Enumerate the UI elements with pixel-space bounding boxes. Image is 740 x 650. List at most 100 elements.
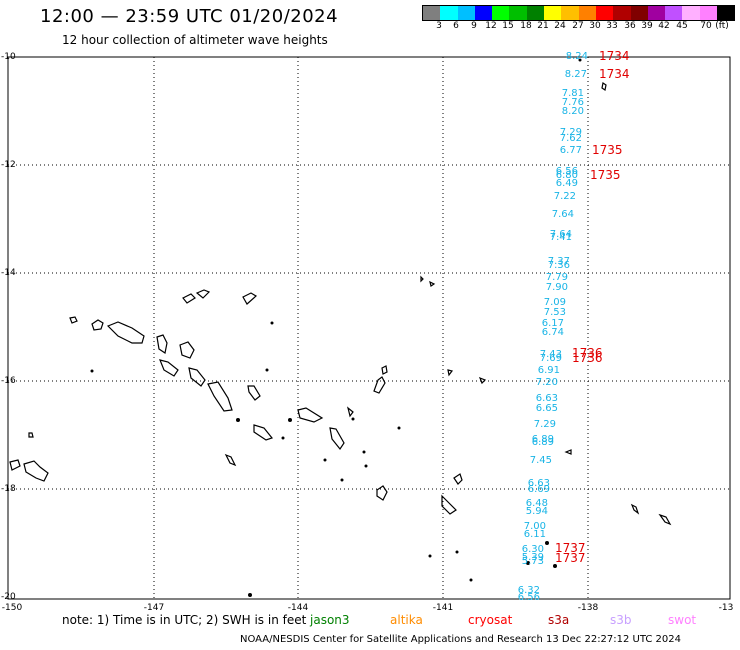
track-time-label: 1737: [555, 551, 586, 565]
longitude-tick-label: -150: [1, 603, 23, 613]
longitude-tick-label: -138: [577, 603, 599, 613]
note-text: note: 1) Time is in UTC; 2) SWH is in fe…: [62, 613, 307, 627]
satellite-legend-item: cryosat: [468, 613, 513, 627]
page-title: 12:00 — 23:59 UTC 01/20/2024: [40, 6, 339, 27]
wave-height-label: 7.81: [561, 88, 584, 99]
wave-height-label: 6.74: [541, 327, 564, 338]
track-time-label: 1734: [599, 49, 630, 63]
wave-height-label: 7.53: [543, 307, 566, 318]
wave-height-label: 8.24: [565, 51, 588, 62]
wave-height-label: 7.45: [529, 455, 552, 466]
color-scale-label: 24: [554, 21, 566, 31]
color-scale-label: 30: [589, 21, 601, 31]
color-scale-label: 39: [641, 21, 653, 31]
latitude-tick-label: -12: [1, 160, 16, 170]
wave-height-label: 7.76: [561, 97, 584, 108]
wave-height-label: 7.90: [545, 282, 568, 293]
credit-line: NOAA/NESDIS Center for Satellite Applica…: [240, 634, 682, 645]
color-swatch: [440, 6, 458, 20]
color-swatch: [509, 6, 527, 20]
color-scale-label: 45: [676, 21, 688, 31]
longitude-tick-label: -147: [143, 603, 165, 613]
wave-height-label: 6.49: [555, 178, 578, 189]
wave-height-label: 7.69: [539, 353, 562, 364]
color-scale-label: 18: [520, 21, 532, 31]
color-swatch: [474, 6, 493, 20]
color-scale-label: 15: [502, 21, 514, 31]
longitude-tick-label: -13: [718, 603, 734, 613]
satellite-legend-item: swot: [668, 613, 697, 627]
color-swatch: [578, 6, 596, 20]
longitude-tick-label: -144: [287, 603, 309, 613]
satellite-legend-item: s3a: [548, 613, 570, 627]
color-scale-label: 70: [700, 21, 712, 31]
map-frame: [7, 56, 731, 600]
color-swatch: [717, 6, 735, 20]
wave-height-label: 6.56: [517, 592, 540, 603]
wave-height-label: 7.29: [559, 127, 582, 138]
color-scale-label: 12: [485, 21, 497, 31]
wave-height-label: 7.62: [559, 133, 582, 144]
island-outlines: [9, 82, 672, 526]
satellite-legend-item: altika: [390, 613, 423, 627]
color-swatch: [423, 6, 441, 20]
small-islets: [90, 58, 582, 597]
color-scale-label: 6: [453, 21, 459, 31]
wave-height-label: 6.89: [531, 434, 554, 445]
wave-height-label: 7.36: [547, 260, 570, 271]
wave-height-label: 6.48: [525, 498, 548, 509]
wave-height-label: 7.22: [553, 191, 576, 202]
color-scale-label: 27: [572, 21, 584, 31]
wave-height-label: 5.39: [521, 552, 544, 563]
wave-height-label: 6.80: [555, 170, 578, 181]
page-subtitle: 12 hour collection of altimeter wave hei…: [62, 33, 328, 47]
wave-height-label: 7.43: [539, 349, 562, 360]
wave-height-label: 6.69: [527, 484, 550, 495]
wave-height-label: 7.64: [549, 229, 572, 240]
wave-height-label: 6.91: [537, 365, 560, 376]
wave-height-label: 8.27: [564, 69, 587, 80]
color-scale-bar: [422, 5, 736, 21]
track-time-label: 1735: [590, 168, 621, 182]
track-time-label: 1735: [592, 143, 623, 157]
wave-height-label: 5.73: [521, 556, 544, 567]
wave-height-label: 7.00: [523, 521, 546, 532]
latitude-tick-label: -20: [1, 592, 16, 602]
color-swatch: [526, 6, 545, 20]
color-swatch: [613, 6, 631, 20]
latitude-tick-label: -14: [1, 268, 16, 278]
latitude-tick-label: -16: [1, 376, 16, 386]
track-time-label: 1736: [572, 351, 603, 365]
latitude-tick-label: -10: [1, 52, 16, 62]
track-time-label: 1736: [572, 346, 603, 360]
color-swatch: [561, 6, 579, 20]
color-scale-label: 33: [606, 21, 618, 31]
wave-height-label: 6.56: [555, 166, 578, 177]
color-swatch: [665, 6, 683, 20]
color-swatch: [630, 6, 648, 20]
track-time-label: 1734: [599, 67, 630, 81]
wave-height-label: 7.37: [547, 256, 570, 267]
wave-height-label: 6.65: [535, 403, 558, 414]
latitude-tick-label: -18: [1, 484, 16, 494]
color-scale-label: 21: [537, 21, 549, 31]
wave-height-label: 7.64: [551, 209, 574, 220]
color-scale-label: 9: [471, 21, 477, 31]
wave-height-label: 6.17: [541, 318, 564, 329]
wave-height-label: 7.41: [549, 232, 572, 243]
satellite-legend-item: s3b: [610, 613, 632, 627]
wave-height-label: 7.20: [535, 377, 558, 388]
wave-height-label: 6.11: [523, 529, 546, 540]
wave-height-label: 6.63: [527, 478, 550, 489]
color-scale-label: 36: [624, 21, 636, 31]
wave-height-label: 6.30: [521, 544, 544, 555]
satellite-legend-item: jason3: [310, 613, 350, 627]
color-swatch: [595, 6, 614, 20]
wave-height-label: 6.63: [535, 393, 558, 404]
wave-height-label: 6.32: [517, 585, 540, 596]
wave-height-label: 6.89: [531, 437, 554, 448]
color-swatch: [699, 6, 718, 20]
color-scale-label: 3: [436, 21, 442, 31]
color-swatch: [647, 6, 666, 20]
